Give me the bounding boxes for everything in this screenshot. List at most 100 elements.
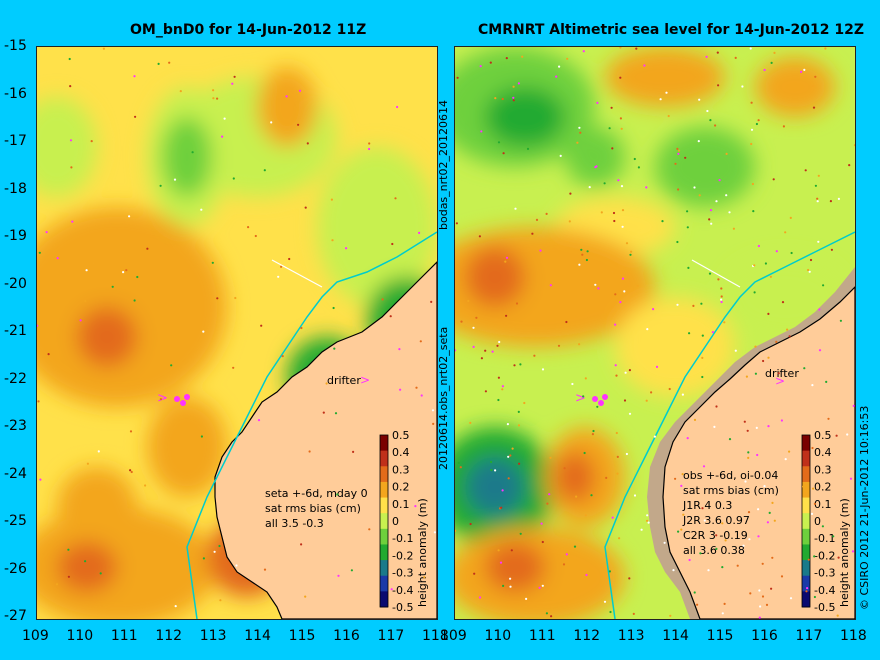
colorbar: 0.5 0.4 0.3 0.2 0.1 0 -0.1 -0.2 -0.3 -0.4 -0.5 hei… (801, 429, 851, 614)
observation-dot (507, 455, 510, 458)
observation-dot (37, 400, 40, 403)
observation-dot (806, 587, 809, 590)
x-tick-label: 109 (22, 628, 49, 644)
observation-dot (191, 151, 194, 154)
observation-dot (765, 603, 769, 607)
observation-dot (200, 435, 203, 438)
observation-dot (297, 123, 300, 126)
colorbar-swatch (802, 544, 810, 561)
observation-dot (531, 232, 534, 235)
observation-dot (69, 139, 73, 142)
observation-dot (494, 469, 497, 472)
observation-dot (677, 152, 680, 155)
observation-dot (846, 433, 849, 436)
observation-dot (720, 298, 723, 301)
svg-text:>: > (157, 391, 168, 406)
observation-dot (724, 539, 727, 542)
observation-dot (501, 388, 504, 391)
observation-dot (816, 200, 819, 203)
left-map-panel[interactable]: > drifter > seta +-6d, mday 0 sat rms bi… (36, 46, 438, 620)
observation-dot (818, 308, 821, 311)
observation-dot (55, 583, 59, 586)
observation-dot (824, 47, 827, 50)
observation-dot (747, 456, 750, 459)
observation-dot (86, 462, 89, 465)
observation-dot (808, 270, 811, 273)
observation-dot (732, 227, 735, 230)
observation-dot (633, 494, 637, 497)
colorbar-tick-label: 0.2 (814, 481, 832, 494)
observation-dot (849, 477, 853, 480)
observation-dot (399, 388, 402, 391)
y-tick-label: -22 (4, 370, 27, 387)
y-tick-label: -16 (4, 85, 27, 102)
observation-dot (325, 382, 328, 385)
observation-dot (512, 99, 515, 102)
observation-dot (814, 184, 817, 187)
observation-dot (586, 250, 589, 253)
observation-dot (771, 556, 774, 559)
observation-dot (460, 320, 463, 323)
drifter-label: drifter (327, 374, 361, 387)
observation-dot (680, 528, 683, 531)
observation-dot (708, 218, 711, 221)
observation-dot (285, 95, 288, 98)
observation-dot (682, 513, 685, 516)
observation-dot (716, 51, 719, 54)
observation-dot (99, 572, 102, 575)
observation-dot (540, 522, 543, 525)
observation-dot (512, 85, 515, 88)
observation-dot (469, 421, 472, 424)
observation-dot (591, 433, 594, 436)
observation-dot (592, 429, 595, 433)
observation-dot (832, 535, 835, 538)
right-map-panel[interactable]: > drifter > obs +-6d, oi-0.04 sat rms bi… (454, 46, 856, 620)
colorbar-swatch (802, 591, 810, 608)
observation-dot (775, 250, 778, 253)
observation-dot (780, 575, 784, 578)
observation-dot (767, 425, 770, 428)
observation-dot (747, 451, 750, 454)
observation-dot (414, 505, 417, 508)
svg-text:>: > (775, 374, 785, 388)
observation-dot (133, 75, 136, 78)
colorbar-tick-label: -0.5 (392, 601, 413, 614)
observation-dot (851, 550, 855, 553)
observation-dot (502, 152, 505, 155)
colorbar-swatch (380, 528, 388, 545)
observation-dot (817, 240, 820, 243)
observation-dot (804, 169, 807, 172)
colorbar-swatch (380, 560, 388, 577)
observation-dot (517, 82, 520, 85)
svg-text:obs +-6d, oi-0.04: obs +-6d, oi-0.04 (683, 469, 778, 482)
observation-dot (257, 419, 261, 422)
observation-dot (674, 162, 677, 165)
observation-dot (231, 82, 234, 85)
colorbar-tick-label: 0.3 (392, 463, 410, 476)
observation-dot (478, 235, 481, 238)
observation-dot (200, 208, 203, 211)
observation-dot (457, 461, 460, 464)
x-tick-label: 116 (333, 628, 360, 644)
observation-dot (557, 344, 561, 347)
observation-dot (663, 541, 666, 544)
observation-dot (514, 207, 517, 210)
observation-dot (501, 489, 504, 492)
observation-dot (456, 76, 459, 79)
observation-dot (568, 220, 571, 223)
observation-dot (69, 85, 72, 88)
observation-dot (322, 411, 325, 414)
x-tick-label: 113 (199, 628, 227, 644)
observation-dot (771, 501, 774, 504)
left-map-title: OM_bnD0 for 14-Jun-2012 11Z (130, 22, 367, 38)
observation-dot (350, 569, 353, 572)
observation-dot (501, 97, 504, 101)
x-tick-label: 117 (377, 628, 405, 644)
observation-dot (304, 206, 307, 209)
colorbar-swatch (802, 560, 810, 577)
observation-dot (281, 355, 284, 358)
observation-dot (498, 340, 501, 344)
observation-dot (755, 122, 758, 126)
observation-dot (300, 543, 303, 546)
observation-dot (829, 200, 832, 203)
